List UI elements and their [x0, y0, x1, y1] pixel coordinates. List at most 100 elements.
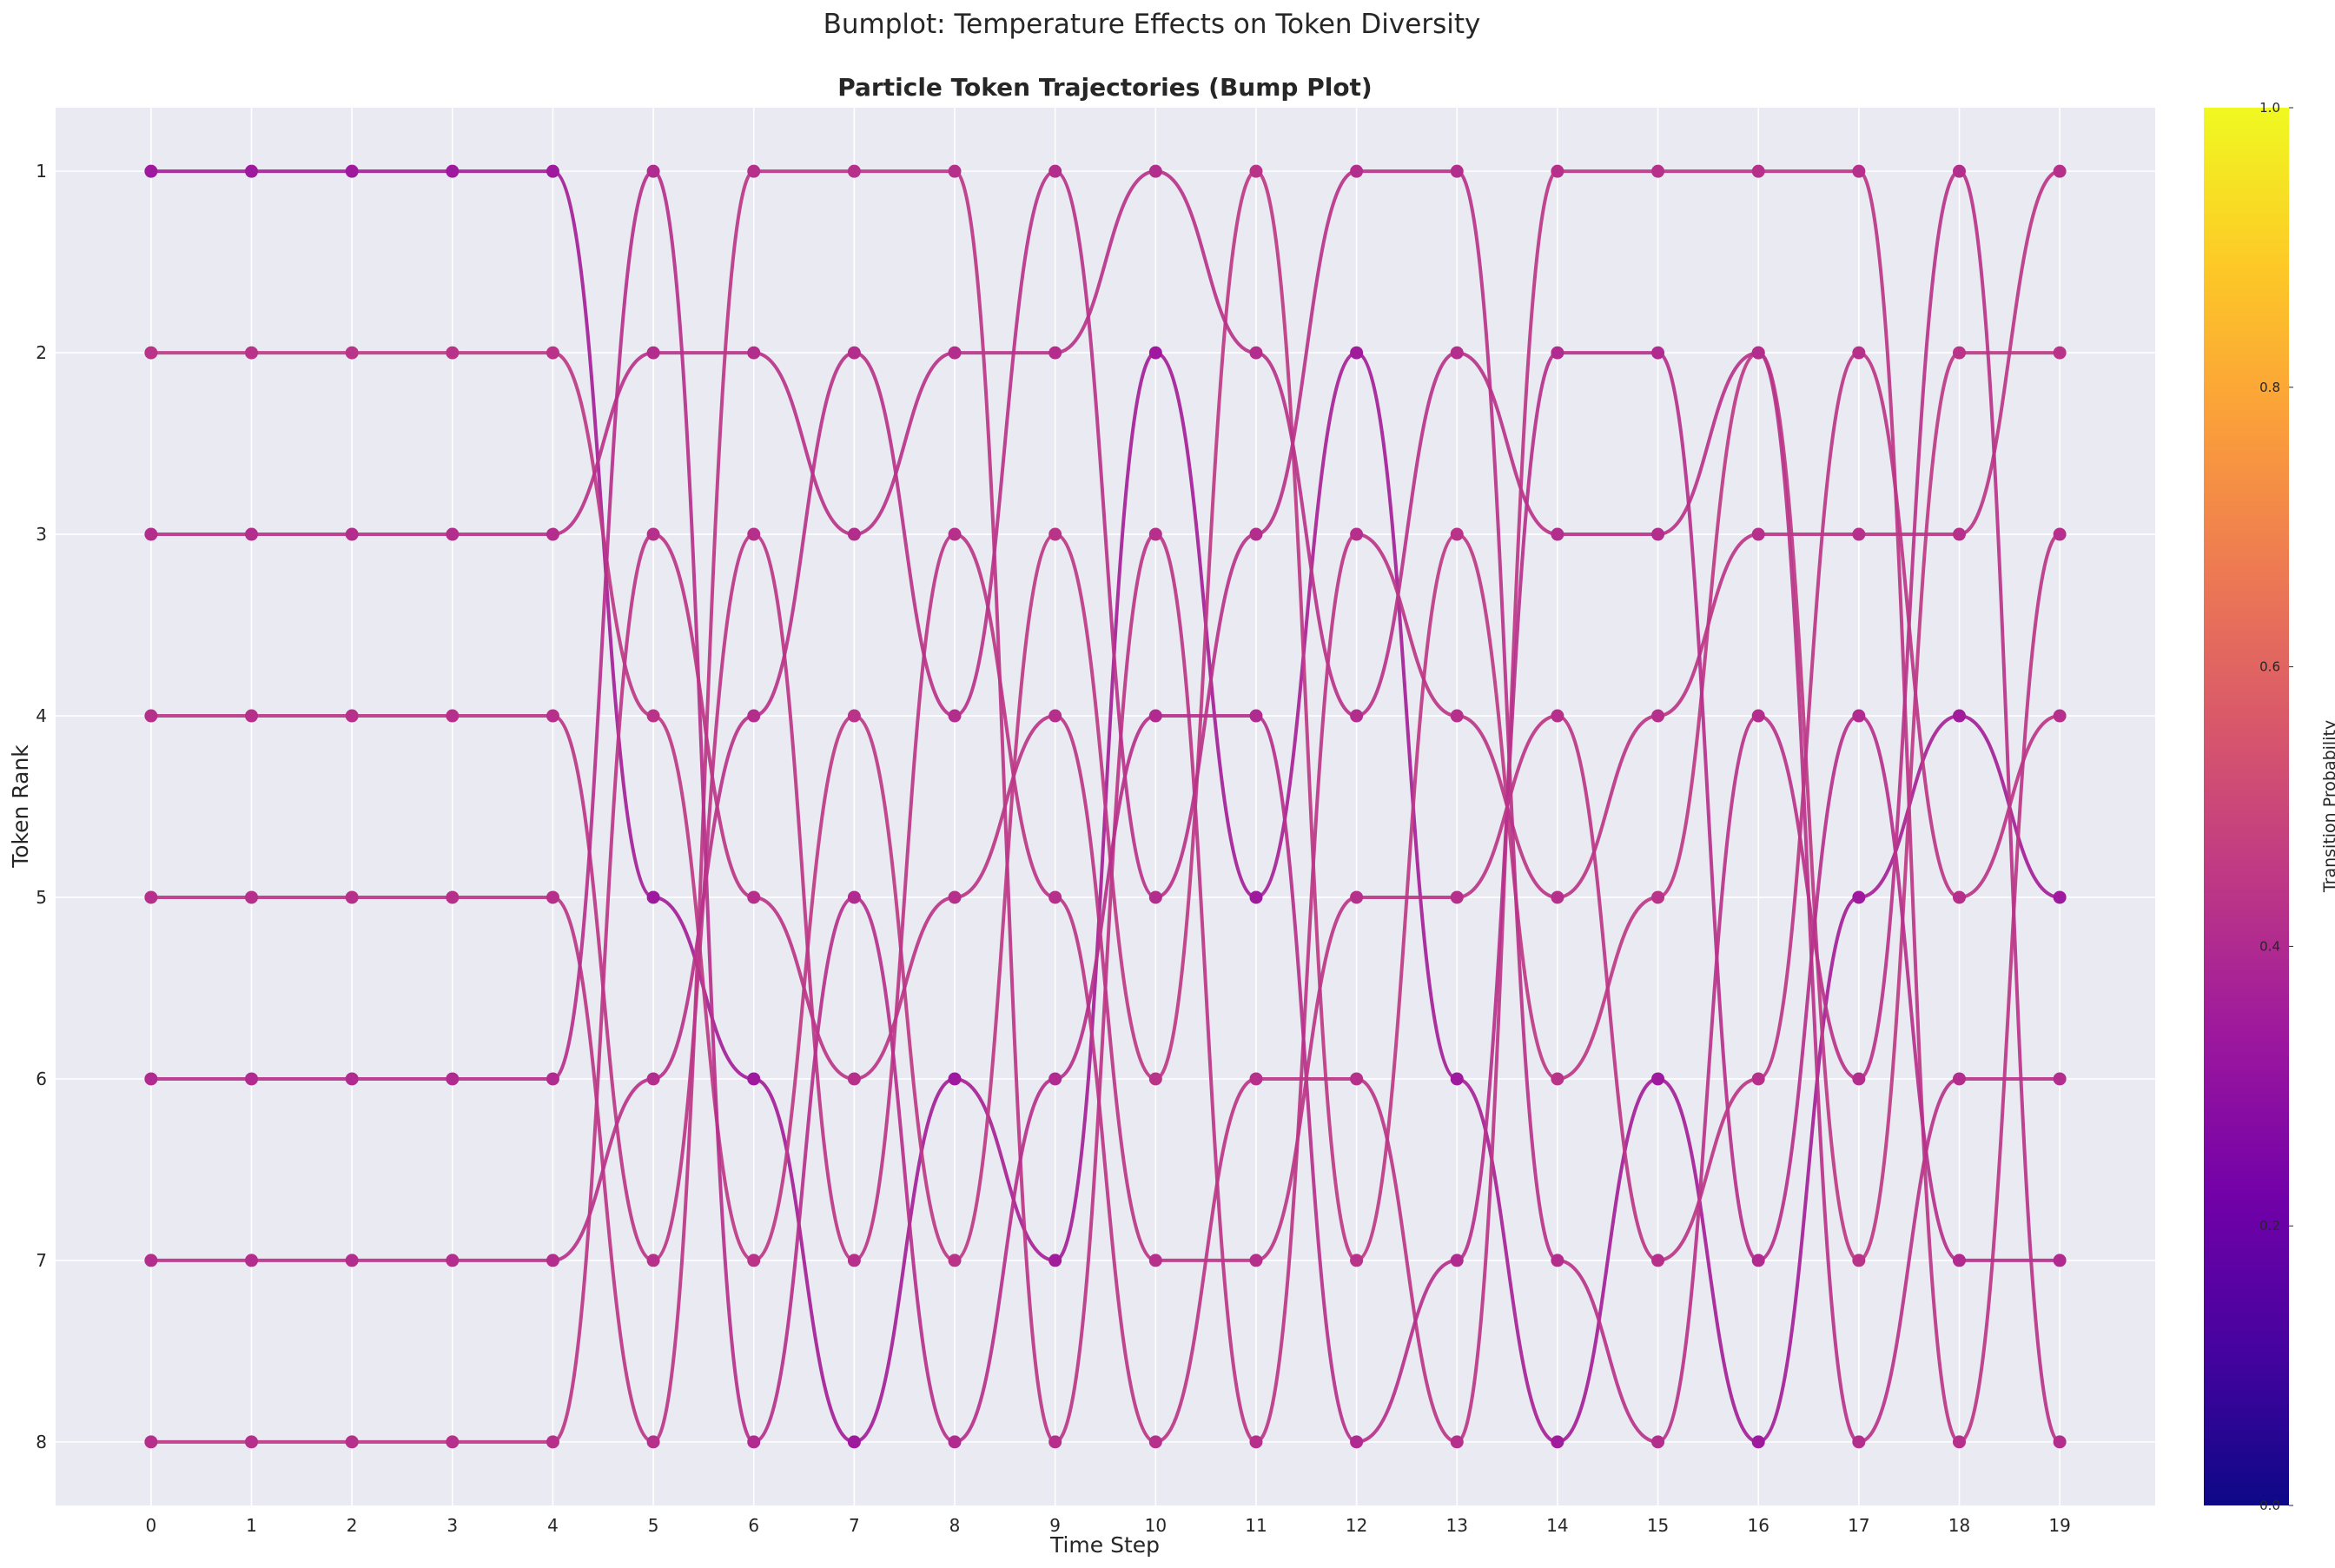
trajectory-point: [1751, 527, 1765, 541]
trajectory-segment: [1455, 714, 1559, 899]
trajectory-segment: [852, 351, 957, 718]
trajectory-segment: [652, 169, 756, 1444]
trajectory-segment: [852, 533, 957, 1262]
trajectory-point: [1048, 1254, 1062, 1267]
trajectory-point: [1148, 709, 1162, 723]
trajectory-point: [646, 527, 660, 541]
trajectory-point: [546, 890, 559, 904]
trajectory-point: [345, 164, 359, 178]
trajectory-point: [1751, 346, 1765, 360]
trajectory-point: [546, 1254, 559, 1267]
trajectory-point: [144, 1072, 158, 1086]
trajectory-point: [245, 527, 259, 541]
trajectory-point: [446, 1072, 460, 1086]
x-axis-label: Time Step: [1049, 1532, 1160, 1558]
colorbar-tick-label: 0.8: [2259, 380, 2280, 395]
trajectory-point: [1551, 1254, 1564, 1267]
y-axis-ticks: 1 2 3 4 5 6 7 8: [36, 161, 47, 1452]
trajectory-point: [1852, 709, 1866, 723]
trajectory-point: [1952, 346, 1966, 360]
trajectory-point: [1952, 1072, 1966, 1086]
trajectory-point: [1048, 1435, 1062, 1449]
trajectory-segment: [1555, 714, 1660, 899]
trajectory-segment: [1756, 714, 1861, 1081]
trajectory-point: [1450, 346, 1464, 360]
trajectory-point: [1350, 890, 1364, 904]
trajectory-segment: [1154, 533, 1258, 1444]
trajectory-point: [1249, 346, 1263, 360]
trajectory-segment: [1354, 1258, 1459, 1444]
trajectory-segment: [1555, 1076, 1660, 1444]
y-tick-label: 1: [36, 161, 47, 182]
trajectory-point: [948, 709, 962, 723]
trajectory-point: [1450, 1072, 1464, 1086]
x-tick-label: 8: [949, 1515, 961, 1536]
trajectory-point: [1551, 164, 1564, 178]
trajectory-segment: [1856, 351, 1961, 899]
trajectory-segment: [1656, 351, 1761, 537]
trajectory-point: [1651, 1072, 1665, 1086]
trajectory-point: [1048, 890, 1062, 904]
trajectory-point: [1852, 346, 1866, 360]
trajectory-segment: [1253, 169, 1359, 537]
trajectory-segment: [1253, 351, 1359, 899]
trajectory-point: [1651, 890, 1665, 904]
trajectory-point: [1450, 709, 1464, 723]
trajectory-point: [446, 527, 460, 541]
trajectory-segment: [1957, 169, 2062, 537]
colorbar-ticks: 0.0 0.2 0.4 0.6 0.8 1.0: [2259, 100, 2293, 1513]
trajectory-segment: [1656, 351, 1761, 1262]
trajectory-point: [948, 890, 962, 904]
trajectory-point: [1148, 527, 1162, 541]
y-tick-label: 7: [36, 1250, 47, 1271]
x-tick-label: 11: [1245, 1515, 1267, 1536]
trajectory-point: [1751, 1435, 1765, 1449]
trajectory-point: [345, 1254, 359, 1267]
x-tick-label: 18: [1948, 1515, 1970, 1536]
trajectory-segment: [1856, 169, 1961, 1444]
trajectory-point: [1651, 1254, 1665, 1267]
trajectory-point: [546, 709, 559, 723]
trajectory-segment: [1756, 351, 1861, 1081]
trajectory-point: [1551, 527, 1564, 541]
trajectory-point: [1551, 890, 1564, 904]
trajectory-point: [546, 1072, 559, 1086]
trajectory-point: [1751, 1254, 1765, 1267]
trajectory-point: [847, 1072, 861, 1086]
trajectory-point: [1048, 1072, 1062, 1086]
trajectory-segment: [551, 351, 656, 537]
trajectory-point: [546, 527, 559, 541]
y-tick-label: 5: [36, 887, 47, 908]
trajectory-segment: [1154, 169, 1258, 1081]
x-tick-label: 4: [547, 1515, 559, 1536]
trajectory-point: [446, 346, 460, 360]
trajectory-segment: [1656, 1076, 1761, 1444]
trajectory-point: [646, 1072, 660, 1086]
trajectory-segment: [1856, 1076, 1961, 1444]
x-tick-label: 17: [1848, 1515, 1869, 1536]
trajectory-segment: [852, 895, 957, 1081]
trajectory-point: [646, 346, 660, 360]
x-tick-label: 15: [1647, 1515, 1669, 1536]
trajectory-point: [847, 709, 861, 723]
trajectory-point: [1350, 709, 1364, 723]
trajectory-segment: [1555, 714, 1660, 1262]
x-tick-label: 7: [849, 1515, 860, 1536]
y-tick-label: 4: [36, 705, 47, 726]
chart-title: Particle Token Trajectories (Bump Plot): [837, 73, 1372, 102]
y-tick-label: 2: [36, 342, 47, 363]
trajectory-point: [1048, 164, 1062, 178]
trajectory-point: [144, 709, 158, 723]
trajectory-point: [1551, 709, 1564, 723]
trajectory-segment: [1253, 895, 1359, 1262]
trajectory-point: [1249, 1072, 1263, 1086]
trajectory-point: [1551, 1072, 1564, 1086]
trajectory-point: [345, 527, 359, 541]
trajectory-point: [2053, 346, 2067, 360]
colorbar-tick-label: 1.0: [2259, 100, 2280, 116]
trajectory-point: [1249, 527, 1263, 541]
trajectory-segment: [953, 1076, 1057, 1262]
trajectory-segment: [751, 1076, 857, 1444]
x-tick-label: 13: [1446, 1515, 1468, 1536]
trajectory-point: [1148, 346, 1162, 360]
